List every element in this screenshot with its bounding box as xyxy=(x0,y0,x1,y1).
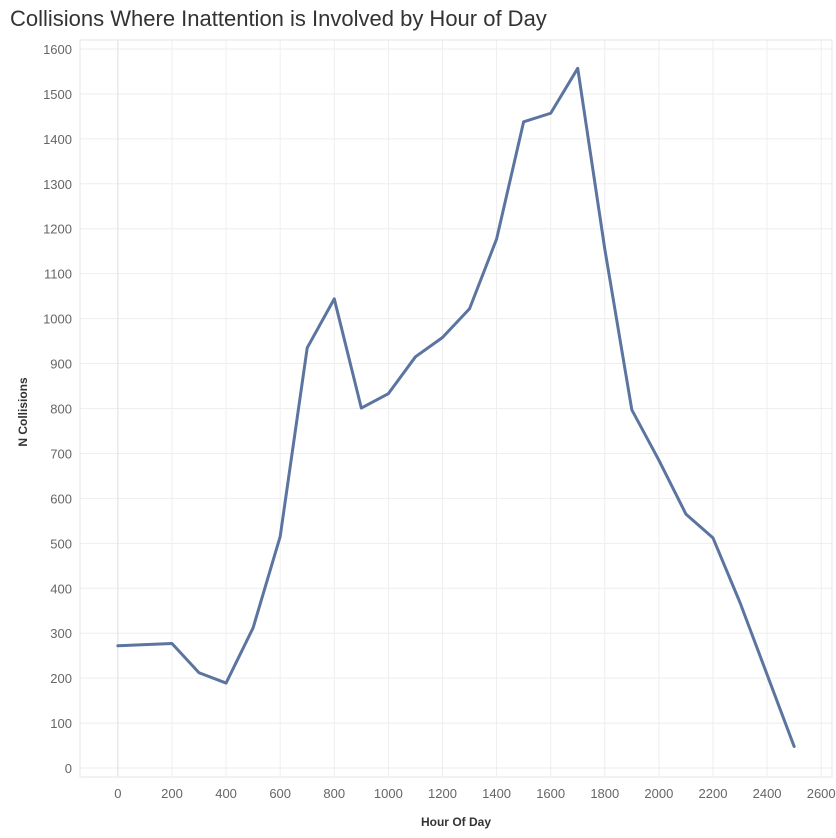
x-tick-label: 1400 xyxy=(482,786,511,801)
y-tick-label: 1000 xyxy=(43,312,72,327)
x-tick-label: 2000 xyxy=(644,786,673,801)
x-tick-label: 2600 xyxy=(807,786,836,801)
y-tick-label: 1600 xyxy=(43,42,72,57)
x-tick-label: 1600 xyxy=(536,786,565,801)
y-axis-title: N Collisions xyxy=(16,377,30,447)
data-point xyxy=(657,458,661,462)
data-point xyxy=(360,406,363,410)
x-tick-label: 600 xyxy=(269,786,291,801)
label-layer: Hour Of Day N Collisions xyxy=(16,377,491,829)
data-point xyxy=(792,745,796,748)
y-tick-label: 400 xyxy=(50,581,72,596)
y-tick-label: 300 xyxy=(50,626,72,641)
grid-layer xyxy=(79,39,833,778)
y-tick-label: 200 xyxy=(50,671,72,686)
data-point xyxy=(684,512,688,516)
x-tick-label: 400 xyxy=(215,786,237,801)
data-point xyxy=(224,681,228,685)
y-tick-label: 800 xyxy=(50,402,72,417)
y-tick-label: 500 xyxy=(50,536,72,551)
x-tick-label: 2400 xyxy=(753,786,782,801)
data-point xyxy=(495,237,498,241)
x-tick-label: 0 xyxy=(114,786,121,801)
x-tick-label: 1000 xyxy=(374,786,403,801)
data-point xyxy=(333,297,336,301)
plot-border xyxy=(79,39,833,778)
data-point xyxy=(630,408,634,412)
y-tick-label: 0 xyxy=(65,761,72,776)
data-point xyxy=(116,644,120,647)
x-axis-title: Hour Of Day xyxy=(421,815,491,829)
data-point xyxy=(576,67,579,70)
data-point xyxy=(765,673,769,676)
data-point xyxy=(468,307,471,310)
y-tick-label: 700 xyxy=(50,446,72,461)
y-tick-label: 100 xyxy=(50,716,72,731)
series-line-0 xyxy=(116,66,796,748)
data-point xyxy=(549,112,552,115)
data-point xyxy=(278,535,282,538)
x-tick-label: 2200 xyxy=(699,786,728,801)
y-tick-label: 600 xyxy=(50,491,72,506)
y-tick-label: 1300 xyxy=(43,177,72,192)
y-tick-label: 1200 xyxy=(43,222,72,237)
x-tick-label: 800 xyxy=(323,786,345,801)
data-point xyxy=(251,626,255,630)
data-point xyxy=(170,642,174,645)
chart-title: Collisions Where Inattention is Involved… xyxy=(10,6,547,31)
x-tick-label: 1200 xyxy=(428,786,457,801)
series-layer xyxy=(116,66,796,748)
y-tick-label: 900 xyxy=(50,357,72,372)
y-tick-label: 1400 xyxy=(43,132,72,147)
data-point xyxy=(306,346,309,350)
axis-layer: 0 100 200 300 400 500 600 700 800 900 1000 1100 1200… xyxy=(43,42,836,801)
data-point xyxy=(441,336,444,339)
data-point xyxy=(197,671,201,674)
data-point xyxy=(738,601,742,604)
data-point xyxy=(522,120,525,123)
data-point xyxy=(414,355,417,359)
y-tick-label: 1500 xyxy=(43,87,72,102)
x-tick-label: 200 xyxy=(161,786,183,801)
data-point xyxy=(603,247,606,251)
data-point xyxy=(387,392,390,395)
y-tick-label: 1100 xyxy=(44,267,72,282)
data-point xyxy=(711,536,715,540)
x-tick-label: 1800 xyxy=(590,786,619,801)
